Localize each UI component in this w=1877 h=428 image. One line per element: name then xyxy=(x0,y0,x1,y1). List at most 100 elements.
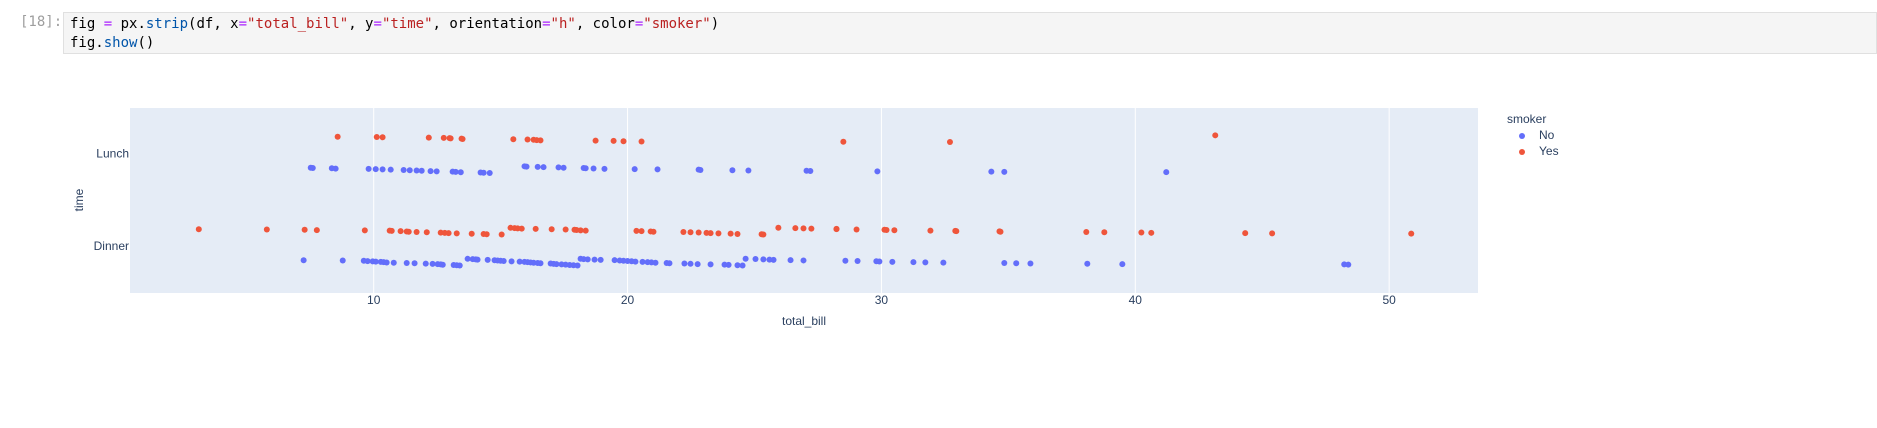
point xyxy=(425,134,432,141)
point xyxy=(562,226,569,233)
point xyxy=(534,163,541,170)
point xyxy=(1148,229,1155,236)
token: = xyxy=(103,16,113,32)
token: "smoker" xyxy=(643,16,711,32)
point xyxy=(922,259,929,266)
point xyxy=(910,259,917,266)
point xyxy=(483,231,490,238)
point xyxy=(413,167,420,174)
point xyxy=(518,225,525,232)
point xyxy=(770,256,777,263)
code-line: fig.show() xyxy=(70,34,719,53)
point xyxy=(582,227,589,234)
point xyxy=(365,165,372,172)
point xyxy=(373,134,380,141)
code-cell[interactable]: fig = px.strip(df, x="total_bill", y="ti… xyxy=(63,12,1877,54)
point xyxy=(1084,260,1091,267)
point xyxy=(433,168,440,175)
x-tick-label: 30 xyxy=(875,293,889,307)
point xyxy=(574,262,581,269)
point xyxy=(638,138,645,145)
plot-area xyxy=(130,108,1478,293)
point xyxy=(413,229,420,236)
point xyxy=(808,225,815,232)
point xyxy=(695,229,702,236)
point xyxy=(553,261,560,268)
point xyxy=(597,256,604,263)
point xyxy=(988,168,995,175)
token: () xyxy=(137,35,155,51)
token: ) xyxy=(710,16,720,32)
code-line: fig = px.strip(df, x="total_bill", y="ti… xyxy=(70,15,719,34)
point xyxy=(707,230,714,237)
point xyxy=(524,136,531,143)
x-tick-label: 40 xyxy=(1129,293,1143,307)
point xyxy=(1163,169,1170,176)
point xyxy=(263,226,270,233)
point xyxy=(560,164,567,171)
point xyxy=(1212,132,1219,139)
legend-marker xyxy=(1519,133,1525,139)
point xyxy=(1119,261,1126,268)
point xyxy=(1269,230,1276,237)
x-tick-label: 10 xyxy=(367,293,381,307)
code: fig = px.strip(df, x="total_bill", y="ti… xyxy=(70,15,719,53)
point xyxy=(611,257,618,264)
point xyxy=(439,261,446,268)
point xyxy=(379,166,386,173)
point xyxy=(1027,260,1034,267)
point xyxy=(577,227,584,234)
point xyxy=(464,255,471,262)
token: = xyxy=(542,16,551,32)
point xyxy=(1001,259,1008,266)
token: (df, x xyxy=(188,16,239,32)
point xyxy=(390,259,397,266)
point xyxy=(591,256,598,263)
point xyxy=(680,228,687,235)
point xyxy=(800,257,807,264)
token: fig. xyxy=(70,35,104,51)
point xyxy=(876,258,883,265)
point xyxy=(500,258,507,265)
point xyxy=(752,256,759,263)
point xyxy=(313,227,320,234)
point xyxy=(456,262,463,269)
point xyxy=(725,261,732,268)
point xyxy=(760,256,767,263)
point xyxy=(729,167,736,174)
legend-label: No xyxy=(1539,128,1555,142)
point xyxy=(388,227,395,234)
point xyxy=(697,166,704,173)
point xyxy=(555,164,562,171)
token: "total_bill" xyxy=(247,16,349,32)
point xyxy=(372,166,379,173)
token: show xyxy=(103,35,138,51)
token: , color xyxy=(575,16,635,32)
point xyxy=(652,259,659,266)
point xyxy=(953,228,960,235)
y-axis-title: time xyxy=(72,188,86,211)
token: "h" xyxy=(550,16,576,32)
point xyxy=(387,166,394,173)
point xyxy=(940,259,947,266)
point xyxy=(474,256,481,263)
point xyxy=(694,261,701,268)
point xyxy=(1101,229,1108,236)
point xyxy=(516,258,523,265)
point xyxy=(739,262,746,269)
legend-title: smoker xyxy=(1507,112,1546,126)
x-axis-title: total_bill xyxy=(782,314,826,328)
point xyxy=(334,133,341,140)
point xyxy=(468,230,475,237)
point xyxy=(364,258,371,265)
point xyxy=(946,139,953,146)
point xyxy=(620,138,627,145)
point xyxy=(379,134,386,141)
token: , y xyxy=(348,16,374,32)
point xyxy=(411,260,418,267)
point xyxy=(445,230,452,237)
point xyxy=(638,228,645,235)
point xyxy=(800,225,807,232)
